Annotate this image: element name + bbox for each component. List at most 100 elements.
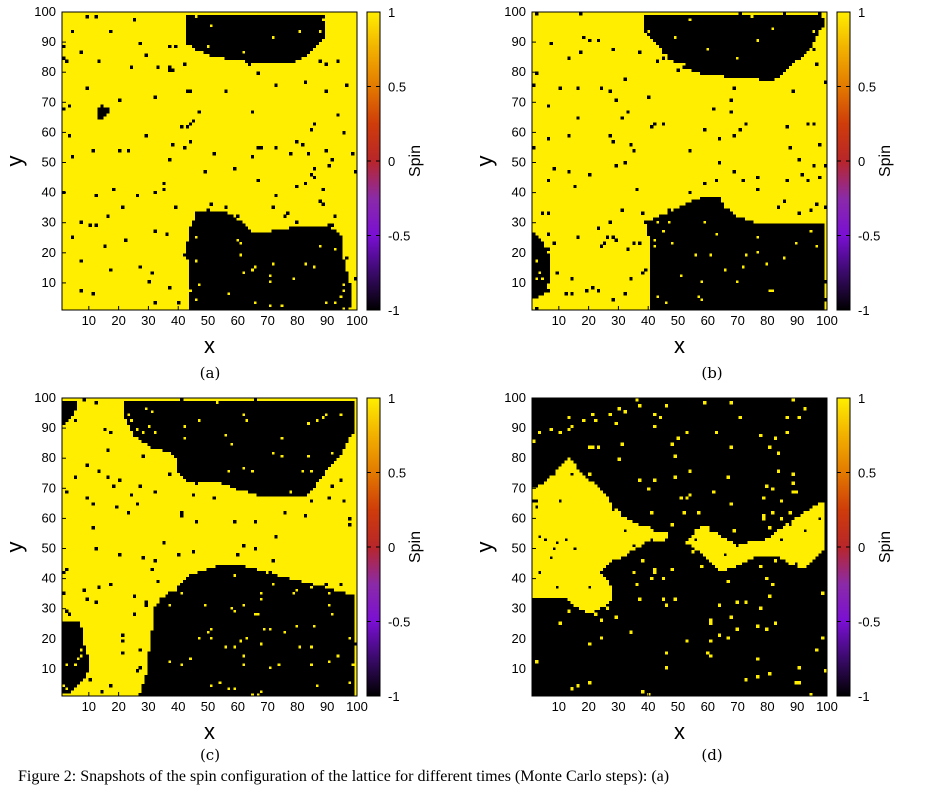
spin-cell xyxy=(318,250,322,254)
spin-cell xyxy=(315,238,319,242)
spin-cell xyxy=(286,38,290,43)
spin-cell xyxy=(197,229,201,233)
spin-cell xyxy=(738,277,742,281)
spin-cell xyxy=(726,232,730,236)
spin-cell xyxy=(644,268,648,272)
spin-cell xyxy=(664,292,669,296)
spin-cell xyxy=(703,71,707,75)
spin-cell xyxy=(818,289,822,293)
spin-cell xyxy=(300,298,305,302)
spin-cell xyxy=(661,250,666,254)
spin-cell xyxy=(729,65,733,69)
spin-cell xyxy=(241,229,246,233)
spin-cell xyxy=(741,262,745,266)
spin-cell xyxy=(676,298,680,302)
spin-cell xyxy=(750,232,754,236)
spin-cell xyxy=(723,53,728,58)
spin-cell xyxy=(256,250,260,254)
spin-cell xyxy=(253,26,258,31)
spin-cell xyxy=(691,283,695,287)
spin-cell xyxy=(224,232,228,236)
spin-cell xyxy=(806,289,810,293)
spin-cell xyxy=(233,277,237,281)
spin-cell xyxy=(209,26,213,31)
spin-cell xyxy=(218,256,222,260)
spin-cell xyxy=(262,301,266,305)
spin-cell xyxy=(794,56,798,61)
spin-cell xyxy=(200,286,204,290)
spin-cell xyxy=(735,50,739,55)
spin-cell xyxy=(206,23,210,28)
spin-cell xyxy=(753,74,757,78)
spin-cell xyxy=(280,283,284,287)
spin-cell xyxy=(773,262,778,266)
spin-cell xyxy=(682,304,686,308)
spin-cell xyxy=(277,17,281,22)
spin-cell xyxy=(788,241,792,245)
spin-cell xyxy=(691,205,695,210)
spin-cell xyxy=(327,247,331,251)
spin-cell xyxy=(770,307,775,311)
spin-cell xyxy=(782,247,787,251)
spin-cell xyxy=(230,286,234,290)
spin-cell xyxy=(773,238,778,242)
spin-cell xyxy=(221,241,225,245)
spin-cell xyxy=(268,247,272,251)
spin-cell xyxy=(298,44,302,49)
spin-cell xyxy=(691,211,695,215)
spin-cell xyxy=(750,274,754,278)
spin-cell xyxy=(785,268,789,272)
spin-cell xyxy=(309,47,314,52)
spin-cell xyxy=(776,232,781,236)
spin-cell xyxy=(667,268,671,272)
spin-cell xyxy=(171,68,175,72)
spin-cell xyxy=(685,262,689,266)
spin-cell xyxy=(670,235,674,239)
spin-cell xyxy=(726,68,730,72)
spin-cell xyxy=(747,50,751,55)
spin-cell xyxy=(768,295,772,299)
spin-cell xyxy=(720,295,725,299)
spin-cell xyxy=(233,17,237,22)
spin-cell xyxy=(268,29,272,34)
spin-cell xyxy=(670,262,674,266)
spin-cell xyxy=(661,232,666,236)
spin-cell xyxy=(250,26,255,31)
spin-cell xyxy=(239,298,243,302)
spin-cell xyxy=(537,292,542,296)
spin-cell xyxy=(292,226,296,230)
spin-cell xyxy=(738,71,742,75)
spin-cell xyxy=(706,205,710,210)
spin-cell xyxy=(765,301,769,305)
spin-cell xyxy=(250,286,255,290)
spin-cell xyxy=(197,29,201,34)
spin-cell xyxy=(750,56,754,61)
spin-cell xyxy=(714,298,719,302)
spin-cell xyxy=(188,283,193,287)
spin-cell xyxy=(206,250,210,254)
spin-cell xyxy=(779,286,784,290)
spin-cell xyxy=(283,301,287,305)
spin-cell xyxy=(268,241,272,245)
spin-cell xyxy=(271,14,275,19)
spin-cell xyxy=(256,238,260,242)
spin-cell xyxy=(212,265,216,269)
spin-cell xyxy=(714,220,719,224)
spin-cell xyxy=(732,271,736,275)
spin-cell xyxy=(324,262,328,266)
spin-cell xyxy=(782,304,787,308)
spin-cell xyxy=(236,226,240,230)
spin-cell xyxy=(283,250,287,254)
spin-cell xyxy=(747,268,751,272)
spin-cell xyxy=(333,292,337,296)
spin-cell xyxy=(271,244,275,248)
spin-cell xyxy=(650,256,654,260)
spin-cell xyxy=(717,238,722,242)
spin-cell xyxy=(682,214,686,218)
spin-cell xyxy=(194,47,199,52)
spin-cell xyxy=(244,226,249,230)
spin-cell xyxy=(256,283,260,287)
spin-cell xyxy=(306,262,311,266)
spin-cell xyxy=(676,274,680,278)
spin-cell xyxy=(321,187,325,192)
